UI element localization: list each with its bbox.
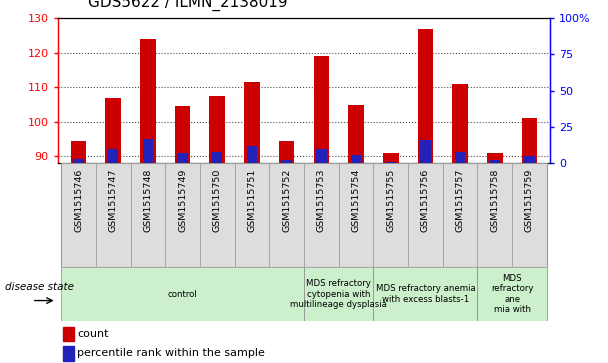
Text: MDS refractory
cytopenia with
multilineage dysplasia: MDS refractory cytopenia with multilinea…	[290, 279, 387, 309]
Bar	[74, 159, 84, 163]
Bar	[314, 56, 329, 163]
Bar	[143, 139, 153, 163]
Bar	[244, 82, 260, 163]
Text: GSM1515757: GSM1515757	[455, 168, 465, 232]
Bar	[373, 267, 477, 321]
Bar	[247, 146, 257, 163]
Bar	[61, 267, 304, 321]
Text: percentile rank within the sample: percentile rank within the sample	[77, 348, 265, 358]
Bar	[178, 153, 188, 163]
Bar	[339, 163, 373, 267]
Text: GSM1515747: GSM1515747	[109, 168, 118, 232]
Bar	[269, 163, 304, 267]
Bar	[524, 156, 534, 163]
Bar	[61, 163, 96, 267]
Bar	[140, 39, 156, 163]
Bar	[452, 84, 468, 163]
Bar	[420, 140, 430, 163]
Bar	[200, 163, 235, 267]
Text: GSM1515752: GSM1515752	[282, 168, 291, 232]
Bar	[477, 267, 547, 321]
Bar	[212, 152, 223, 163]
Text: GSM1515755: GSM1515755	[386, 168, 395, 232]
Text: disease state: disease state	[5, 282, 74, 293]
Bar	[210, 96, 225, 163]
Text: GSM1515758: GSM1515758	[490, 168, 499, 232]
Bar	[165, 163, 200, 267]
Text: GSM1515749: GSM1515749	[178, 168, 187, 232]
Bar	[385, 162, 396, 163]
Bar	[316, 149, 326, 163]
Text: GSM1515753: GSM1515753	[317, 168, 326, 232]
Text: GSM1515750: GSM1515750	[213, 168, 222, 232]
Bar	[175, 106, 190, 163]
Bar	[304, 267, 373, 321]
Bar	[383, 153, 398, 163]
Bar	[408, 163, 443, 267]
Text: MDS refractory anemia
with excess blasts-1: MDS refractory anemia with excess blasts…	[376, 284, 475, 304]
Text: GSM1515756: GSM1515756	[421, 168, 430, 232]
Bar	[63, 327, 74, 341]
Bar	[489, 160, 500, 163]
Bar	[304, 163, 339, 267]
Bar	[131, 163, 165, 267]
Text: MDS
refractory
ane
mia with: MDS refractory ane mia with	[491, 274, 533, 314]
Text: GSM1515748: GSM1515748	[143, 168, 153, 232]
Text: GSM1515746: GSM1515746	[74, 168, 83, 232]
Bar	[443, 163, 477, 267]
Bar	[71, 141, 86, 163]
Text: GSM1515751: GSM1515751	[247, 168, 257, 232]
Bar	[279, 141, 294, 163]
Bar	[373, 163, 408, 267]
Bar	[235, 163, 269, 267]
Bar	[282, 160, 292, 163]
Bar	[351, 155, 361, 163]
Text: control: control	[168, 290, 198, 298]
Bar	[105, 98, 121, 163]
Text: GDS5622 / ILMN_2138019: GDS5622 / ILMN_2138019	[88, 0, 288, 11]
Bar	[512, 163, 547, 267]
Text: GSM1515754: GSM1515754	[351, 168, 361, 232]
Bar	[522, 118, 537, 163]
Text: GSM1515759: GSM1515759	[525, 168, 534, 232]
Text: count: count	[77, 329, 109, 339]
Bar	[487, 153, 503, 163]
Bar	[418, 29, 433, 163]
Bar	[96, 163, 131, 267]
Bar	[348, 105, 364, 163]
Bar	[108, 149, 119, 163]
Bar	[477, 163, 512, 267]
Bar	[455, 152, 465, 163]
Bar	[63, 346, 74, 361]
